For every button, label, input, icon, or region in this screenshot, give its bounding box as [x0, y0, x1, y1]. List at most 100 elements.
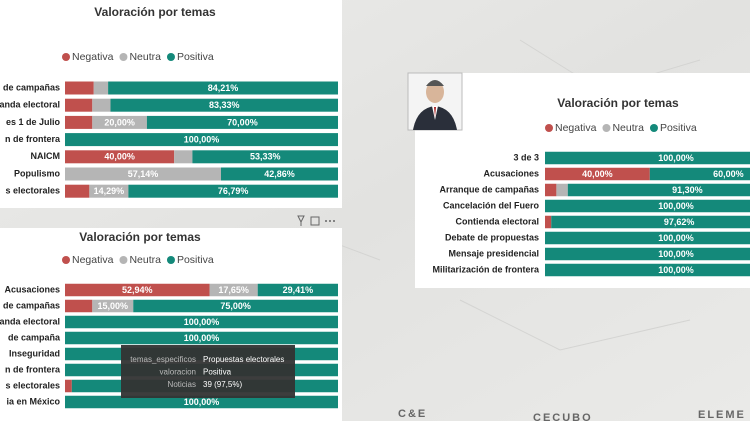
bar-segment: [92, 299, 134, 313]
category-label: s electorales: [5, 186, 60, 196]
category-label: Contienda electoral: [455, 216, 539, 226]
bar-segment: [128, 184, 338, 198]
bar-segment: [65, 81, 94, 95]
category-label: 3 de 3: [513, 152, 539, 162]
category-label: Militarización de frontera: [432, 264, 540, 274]
legend-marker: [166, 256, 175, 264]
category-label: anda electoral: [0, 100, 60, 110]
data-label: 97,62%: [664, 217, 695, 227]
chart: Valoración por temas Negativa Neutra Positi…: [0, 5, 339, 198]
category-label: Acusaciones: [4, 284, 60, 294]
data-label: 60,00%: [713, 169, 744, 179]
data-label: 17,65%: [218, 285, 249, 295]
bar-segment: [551, 215, 750, 229]
legend-marker: [545, 124, 553, 132]
bar-segment: [545, 167, 650, 181]
legend-label: Negativa: [555, 122, 597, 134]
data-label: 70,00%: [227, 117, 258, 127]
data-label: 100,00%: [184, 134, 220, 144]
bar-segment: [545, 215, 552, 229]
category-label: Cancelación del Fuero: [443, 200, 540, 210]
footer-logo: C&E: [398, 408, 427, 420]
bar-segment: [209, 283, 258, 297]
legend-marker: [649, 124, 658, 132]
focus-icon[interactable]: [310, 216, 320, 226]
bar-segment: [133, 299, 338, 313]
data-label: 100,00%: [658, 201, 694, 211]
more-icon[interactable]: [329, 220, 331, 222]
legend-label: Neutra: [129, 254, 161, 266]
bar-segment: [65, 283, 210, 297]
bar-segment: [65, 98, 93, 112]
plot-area: de campañas 84,21% anda electoral 83,33% es …: [0, 81, 339, 198]
data-label: 100,00%: [658, 265, 694, 275]
bar-segment: [174, 150, 193, 164]
data-label: 83,33%: [209, 100, 240, 110]
bar-segment: [65, 395, 338, 409]
bar-segment: [556, 183, 568, 197]
bar-segment: [65, 133, 338, 147]
data-label: 100,00%: [184, 333, 220, 343]
category-label: Inseguridad: [9, 348, 60, 358]
legend-label: Neutra: [612, 122, 644, 134]
data-label: 20,00%: [104, 117, 135, 127]
pin-icon[interactable]: [297, 215, 305, 226]
tooltip-key: Noticias: [168, 380, 196, 389]
plot-area: 3 de 3 100,00% Acusaciones 40,00% 60,00% Arra…: [432, 151, 750, 277]
tooltip-value: 39 (97,5%): [203, 380, 242, 389]
tooltip-value: Positiva: [203, 368, 232, 377]
bar-segment: [567, 183, 750, 197]
bar-segment: [92, 98, 111, 112]
data-label: 100,00%: [184, 317, 220, 327]
category-label: Debate de propuestas: [445, 232, 539, 242]
bar-segment: [89, 184, 129, 198]
legend-marker: [602, 124, 611, 132]
more-icon[interactable]: [333, 220, 335, 222]
legend-label: Negativa: [72, 254, 114, 266]
data-label: 76,79%: [218, 186, 249, 196]
category-label: de campañas: [3, 300, 60, 310]
bar-segment: [649, 167, 750, 181]
tooltip-key: temas_especificos: [130, 355, 196, 364]
category-label: ia en México: [6, 396, 60, 406]
bar-segment: [65, 150, 175, 164]
legend-marker: [119, 53, 128, 61]
category-label: NAICM: [31, 151, 61, 161]
legend-marker: [62, 53, 70, 61]
bar-segment: [192, 150, 338, 164]
bar-segment: [65, 331, 338, 345]
data-label: 42,86%: [264, 169, 295, 179]
bar-segment: [110, 98, 339, 112]
chart: Valoración por temas Negativa Neutra Positi…: [432, 96, 750, 277]
visual-header-icons[interactable]: [297, 215, 335, 226]
legend-label: Negativa: [72, 51, 114, 63]
bar-segment: [545, 231, 750, 245]
data-label: 57,14%: [128, 169, 159, 179]
legend-label: Positiva: [177, 254, 214, 266]
category-label: Acusaciones: [483, 168, 539, 178]
tooltip-box: [121, 345, 295, 398]
category-label: Populismo: [14, 168, 61, 178]
bar-segment: [545, 247, 750, 261]
category-label: de campaña: [8, 332, 61, 342]
data-label: 84,21%: [208, 83, 239, 93]
data-label: 53,33%: [250, 152, 281, 162]
bar-segment: [65, 379, 72, 393]
footer-logo: ELEME: [698, 409, 746, 421]
legend-label: Positiva: [177, 51, 214, 63]
tooltip-value: Propuestas electorales: [203, 355, 284, 364]
data-label: 52,94%: [122, 285, 153, 295]
legend-marker: [62, 256, 70, 264]
data-label: 100,00%: [658, 249, 694, 259]
data-label: 15,00%: [98, 301, 129, 311]
more-icon[interactable]: [325, 220, 327, 222]
chart-title: Valoración por temas: [79, 230, 201, 244]
category-label: de campañas: [3, 82, 60, 92]
category-label: Mensaje presidencial: [448, 248, 539, 258]
bar-segment: [65, 315, 338, 329]
legend-marker: [119, 256, 128, 264]
bar-segment: [545, 151, 750, 165]
category-label: Arranque de campañas: [439, 184, 539, 194]
data-label: 100,00%: [184, 397, 220, 407]
